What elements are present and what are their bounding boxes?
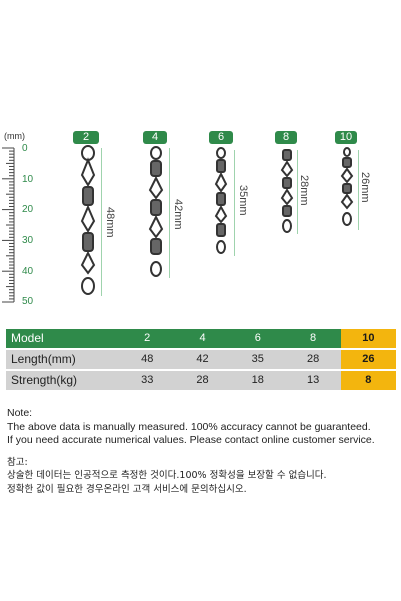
length-label-2: 48mm [104,207,116,238]
model-cell: 4 [199,332,206,344]
swivel-image-10 [340,147,354,226]
length-cell: 42 [196,353,209,365]
table-row-length: Length(mm) 48 42 35 28 26 [6,350,396,369]
model-header: Model [11,331,44,345]
ruler-tick-50: 50 [22,296,34,307]
strength-cell: 33 [141,374,154,386]
length-line-2 [101,148,102,296]
length-cell: 35 [251,353,264,365]
length-label-8: 28mm [298,175,310,206]
strength-header: Strength(kg) [11,373,78,387]
model-cell: 6 [254,332,261,344]
length-line-10 [358,150,359,230]
swivel-image-2 [80,145,96,295]
swivel-image-4 [148,146,164,277]
ruler-tick-40: 40 [22,266,34,277]
measurement-ruler [2,147,15,303]
ruler-tick-30: 30 [22,235,34,246]
model-tag-4: 4 [143,131,167,144]
length-cell: 28 [306,353,320,365]
ruler-tick-20: 20 [22,204,34,215]
ruler-tick-10: 10 [22,174,34,185]
length-label-6: 35mm [237,185,249,216]
swivel-image-6 [214,147,228,254]
strength-cell: 13 [306,374,320,386]
length-line-6 [234,150,235,256]
note-line-en-2: If you need accurate numerical values. P… [7,434,375,446]
table-row-model: Model 2 4 6 8 10 [6,329,396,348]
swivel-image-8 [280,149,294,233]
strength-cell: 28 [196,374,209,386]
ruler-tick-0: 0 [22,143,28,154]
length-line-4 [169,148,170,278]
strength-cell: 18 [251,374,264,386]
model-tag-6: 6 [209,131,233,144]
length-label-10: 26mm [359,172,371,203]
model-cell: 2 [144,332,151,344]
length-cell-highlight: 26 [340,350,396,369]
length-label-4: 42mm [172,199,184,230]
length-cell: 48 [141,353,154,365]
spec-table: Model 2 4 6 8 10 Length(mm) 48 42 35 28 … [6,329,396,392]
length-line-8 [297,150,298,234]
model-tag-10: 10 [335,131,357,144]
table-row-strength: Strength(kg) 33 28 18 13 8 [6,371,396,390]
ruler-unit-label: (mm) [4,131,25,141]
note-title-en: Note: [7,407,33,419]
note-line-en-1: The above data is manually measured. 100… [7,420,371,433]
strength-cell-highlight: 8 [340,371,396,390]
length-header: Length(mm) [11,352,76,366]
notes-section: Note: The above data is manually measure… [7,407,399,496]
model-cell-highlight: 10 [340,329,396,348]
note-line-ko-2: 정확한 값이 필요한 경우온라인 고객 서비스에 문의하십시오. [7,483,247,495]
model-tag-2: 2 [73,131,99,144]
model-cell: 8 [310,332,317,344]
note-line-ko-1: 상술한 데이터는 인공적으로 측정한 것이다.100% 정확성을 보장할 수 없… [7,470,327,481]
note-title-ko: 참고: [7,456,28,468]
model-tag-8: 8 [275,131,297,144]
